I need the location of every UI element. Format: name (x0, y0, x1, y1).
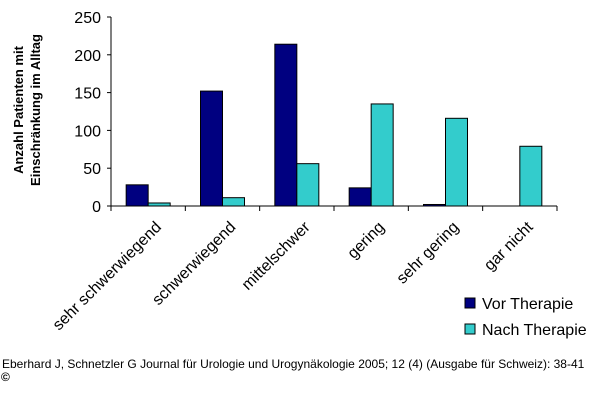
legend-label: Nach Therapie (482, 322, 587, 339)
legend-swatch (464, 323, 476, 335)
copyright-mark: © (1, 370, 10, 384)
legend-label: Vor Therapie (482, 296, 573, 313)
bar-vor-3 (348, 187, 372, 207)
bar-nach-3 (370, 103, 394, 207)
bar-vor-1 (200, 90, 223, 207)
y-tick-label: 50 (83, 161, 101, 178)
x-tick-label: gar nicht (481, 218, 537, 274)
y-tick-label: 0 (92, 199, 101, 216)
bar-vor-2 (274, 43, 298, 207)
y-axis-label-line2: Einschränkung im Alltag (28, 34, 43, 186)
legend: Vor Therapie Nach Therapie (464, 296, 587, 339)
bar-nach-1 (222, 197, 245, 207)
bar-nach-4 (445, 117, 468, 207)
x-tick-label: sehr gering (394, 219, 463, 288)
x-tick-label: sehr schwerwiegend (50, 219, 165, 334)
bars (125, 43, 543, 207)
source-caption: Eberhard J, Schnetzler G Journal für Uro… (2, 357, 585, 371)
bar-nach-0 (147, 202, 171, 207)
x-tick-label: gering (345, 219, 388, 262)
y-tick-label: 200 (74, 48, 101, 65)
y-tick-label: 150 (74, 86, 101, 103)
y-tick-label: 250 (74, 10, 101, 27)
bar-vor-0 (125, 184, 149, 207)
y-tick-label: 100 (74, 123, 101, 140)
bar-nach-5 (519, 145, 543, 207)
y-axis-label-line1: Anzahl Patienten mit (11, 45, 26, 174)
y-axis-label: Anzahl Patienten mit Einschränkung im Al… (11, 34, 43, 186)
x-tick-label: mittelschwer (239, 218, 314, 293)
bar-vor-4 (423, 203, 446, 207)
bar-nach-2 (296, 163, 320, 207)
legend-swatch (464, 297, 476, 309)
axes: 0 50 100 150 200 250 (74, 10, 558, 216)
